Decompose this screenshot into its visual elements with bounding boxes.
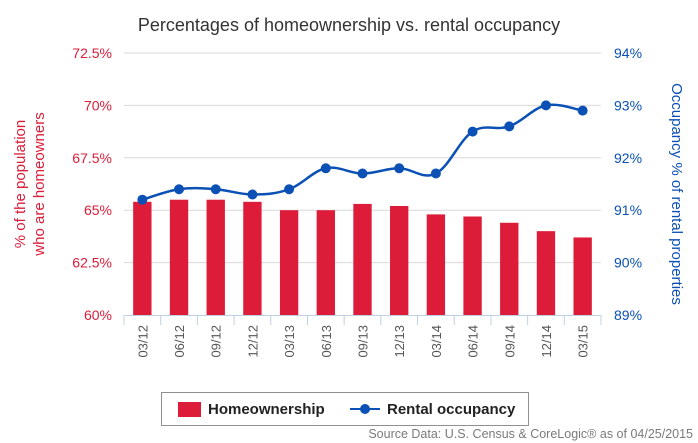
point-rental-occupancy (247, 189, 258, 200)
y-right-tick-label: 92% (614, 150, 642, 166)
legend: Homeownership Rental occupancy (161, 392, 529, 426)
bar-homeownership (463, 216, 482, 315)
x-tick-label: 03/12 (135, 325, 150, 358)
bar-homeownership (426, 214, 446, 315)
x-tick-label: 12/14 (539, 325, 554, 358)
x-tick-label: 06/13 (319, 325, 334, 358)
x-tick-label: 09/14 (502, 325, 517, 358)
x-tick-label: 09/12 (209, 325, 224, 358)
legend-label-homeownership: Homeownership (208, 400, 325, 418)
y-axis-right-label: Occupancy % of rental properties (668, 83, 685, 305)
bar-homeownership (243, 201, 262, 315)
legend-item-homeownership[interactable]: Homeownership (178, 393, 325, 425)
y-left-tick-label: 70% (84, 97, 112, 113)
point-rental-occupancy (357, 168, 368, 179)
rental-occupancy-line (141, 103, 583, 201)
bar-homeownership (133, 201, 152, 315)
point-rental-occupancy (504, 121, 515, 132)
rental-occupancy-points (137, 100, 588, 205)
point-rental-occupancy (210, 184, 221, 195)
y-right-tick-label: 90% (614, 255, 642, 271)
point-rental-occupancy (284, 184, 295, 195)
point-rental-occupancy (577, 105, 588, 116)
y-right-tick-label: 91% (614, 202, 642, 218)
point-rental-occupancy (467, 126, 478, 137)
bar-homeownership (206, 199, 225, 315)
bar-homeownership (353, 203, 372, 315)
y-left-tick-label: 65% (84, 202, 112, 218)
x-tick-label: 12/13 (392, 325, 407, 358)
y-left-tick-label: 60% (84, 307, 112, 323)
source-note: Source Data: U.S. Census & CoreLogic® as… (368, 427, 693, 441)
bar-homeownership (573, 237, 592, 315)
y-left-tick-label: 67.5% (72, 150, 112, 166)
y-axis-right: 89% 90% 91% 92% 93% 94% (614, 45, 642, 323)
point-rental-occupancy (320, 163, 331, 174)
point-rental-occupancy (174, 184, 185, 195)
y-axis-left-label-line1: % of the population (12, 120, 29, 248)
point-rental-occupancy (137, 194, 148, 205)
bars (133, 199, 592, 315)
bar-homeownership (279, 210, 299, 315)
y-right-tick-label: 89% (614, 307, 642, 323)
bar-homeownership (500, 222, 519, 315)
x-tick-label: 03/14 (429, 325, 444, 358)
bar-homeownership (536, 231, 556, 315)
x-tick-label: 06/12 (172, 325, 187, 358)
x-tick-label: 03/13 (282, 325, 297, 358)
y-left-tick-label: 72.5% (72, 45, 112, 61)
chart-title: Percentages of homeownership vs. rental … (138, 15, 560, 35)
point-rental-occupancy (430, 168, 441, 179)
x-tick-label: 06/14 (466, 325, 481, 358)
point-rental-occupancy (394, 163, 405, 174)
x-tick-label: 03/15 (576, 325, 591, 358)
y-axis-left-label-line2: who are homeowners (31, 112, 48, 256)
legend-swatch-rental-occupancy (350, 402, 380, 416)
legend-swatch-homeownership (178, 401, 201, 417)
point-rental-occupancy (540, 100, 551, 111)
x-tick-label: 12/12 (245, 325, 260, 358)
legend-label-rental-occupancy: Rental occupancy (387, 400, 516, 418)
x-tick-label: 09/13 (356, 325, 371, 358)
bar-homeownership (169, 199, 189, 315)
y-right-tick-label: 93% (614, 97, 642, 113)
gridlines (124, 52, 601, 264)
y-right-tick-label: 94% (614, 45, 642, 61)
y-axis-left: 60% 62.5% 65% 67.5% 70% 72.5% (72, 45, 112, 323)
legend-item-rental-occupancy[interactable]: Rental occupancy (350, 393, 515, 425)
bar-homeownership (390, 206, 409, 315)
y-left-tick-label: 62.5% (72, 255, 112, 271)
x-axis-ticks: 03/12 06/12 09/12 12/12 03/13 06/13 09/13 12/13… (123, 315, 602, 358)
bar-homeownership (316, 210, 335, 315)
